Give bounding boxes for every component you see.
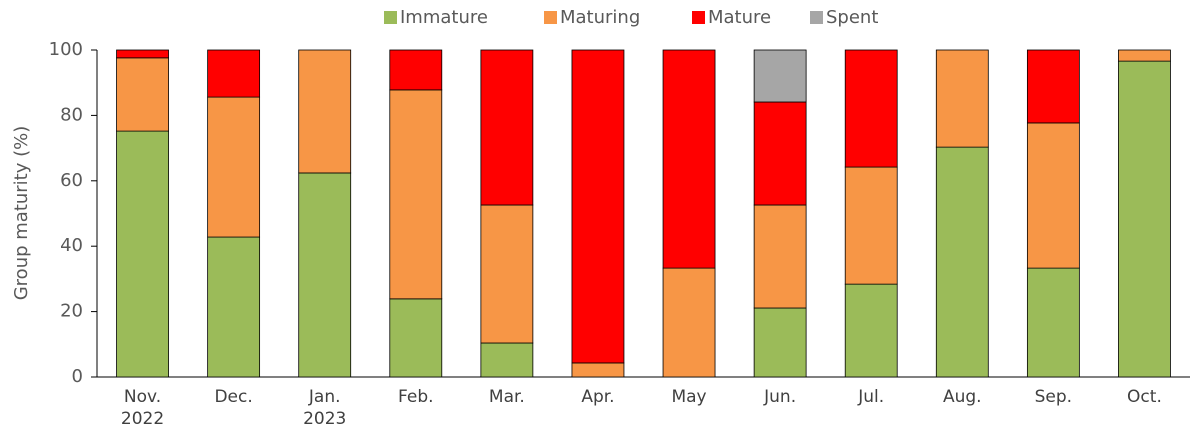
bar-segment [116,130,169,378]
x-tick-label: Jul. [858,387,885,407]
bar-segment [207,96,261,238]
legend-swatch [692,11,705,24]
legend-label: Maturing [560,7,640,28]
x-tick-label: Oct. [1127,387,1162,407]
y-tick-label: 80 [60,104,83,125]
bar-segment [1026,49,1080,124]
bar-segment [1026,122,1080,269]
bar-segment [207,49,261,98]
legend-swatch [384,11,397,24]
x-tick-label: May [671,387,707,407]
bar-segment [480,49,534,206]
x-tick-label: Jun. [764,387,797,407]
legend-swatch [810,11,823,24]
y-axis-label: Group maturity (%) [11,126,32,301]
bar-segment [298,49,352,174]
bar-segment [389,298,443,378]
bar-segment [207,236,261,378]
legend-label: Mature [708,7,771,28]
x-tick-label: Aug. [942,387,982,407]
x-tick-label: Nov. 2022 [120,387,165,429]
y-tick-label: 0 [72,366,83,387]
bar-segment [480,342,534,378]
bar-segment [116,57,169,132]
bar-segment [753,101,807,206]
legend-swatch [544,11,557,24]
x-tick-label: Feb. [398,387,434,407]
bar-segment [844,283,898,378]
bar-segment [571,49,625,364]
legend-label: Spent [826,7,878,28]
x-tick-label: Sep. [1034,387,1073,407]
x-tick-label: Apr. [581,387,615,407]
bar-segment [116,49,169,59]
legend-label: Immature [400,7,488,28]
bar-segment [1118,60,1171,378]
x-tick-label: Mar. [488,387,525,407]
y-tick-label: 60 [60,170,83,191]
bar-segment [1026,267,1080,378]
bar-segment [662,49,716,269]
bar-segment [935,49,989,148]
bar-segment [753,307,807,378]
bar-segment [571,362,625,378]
bar-segment [298,172,352,378]
bar-segment [844,166,898,285]
bar-segment [753,49,807,103]
bar-segment [389,49,443,91]
y-tick-label: 100 [49,39,83,60]
y-tick-label: 20 [60,301,83,322]
bar-segment [480,204,534,344]
bar-segment [662,267,716,378]
y-tick-label: 40 [60,235,83,256]
bar-segment [844,49,898,168]
x-tick-label: Dec. [214,387,253,407]
bar-segment [1118,49,1171,62]
bar-segment [753,204,807,309]
bar-segment [935,146,989,378]
bar-segment [389,89,443,300]
x-tick-label: Jan. 2023 [303,387,347,429]
